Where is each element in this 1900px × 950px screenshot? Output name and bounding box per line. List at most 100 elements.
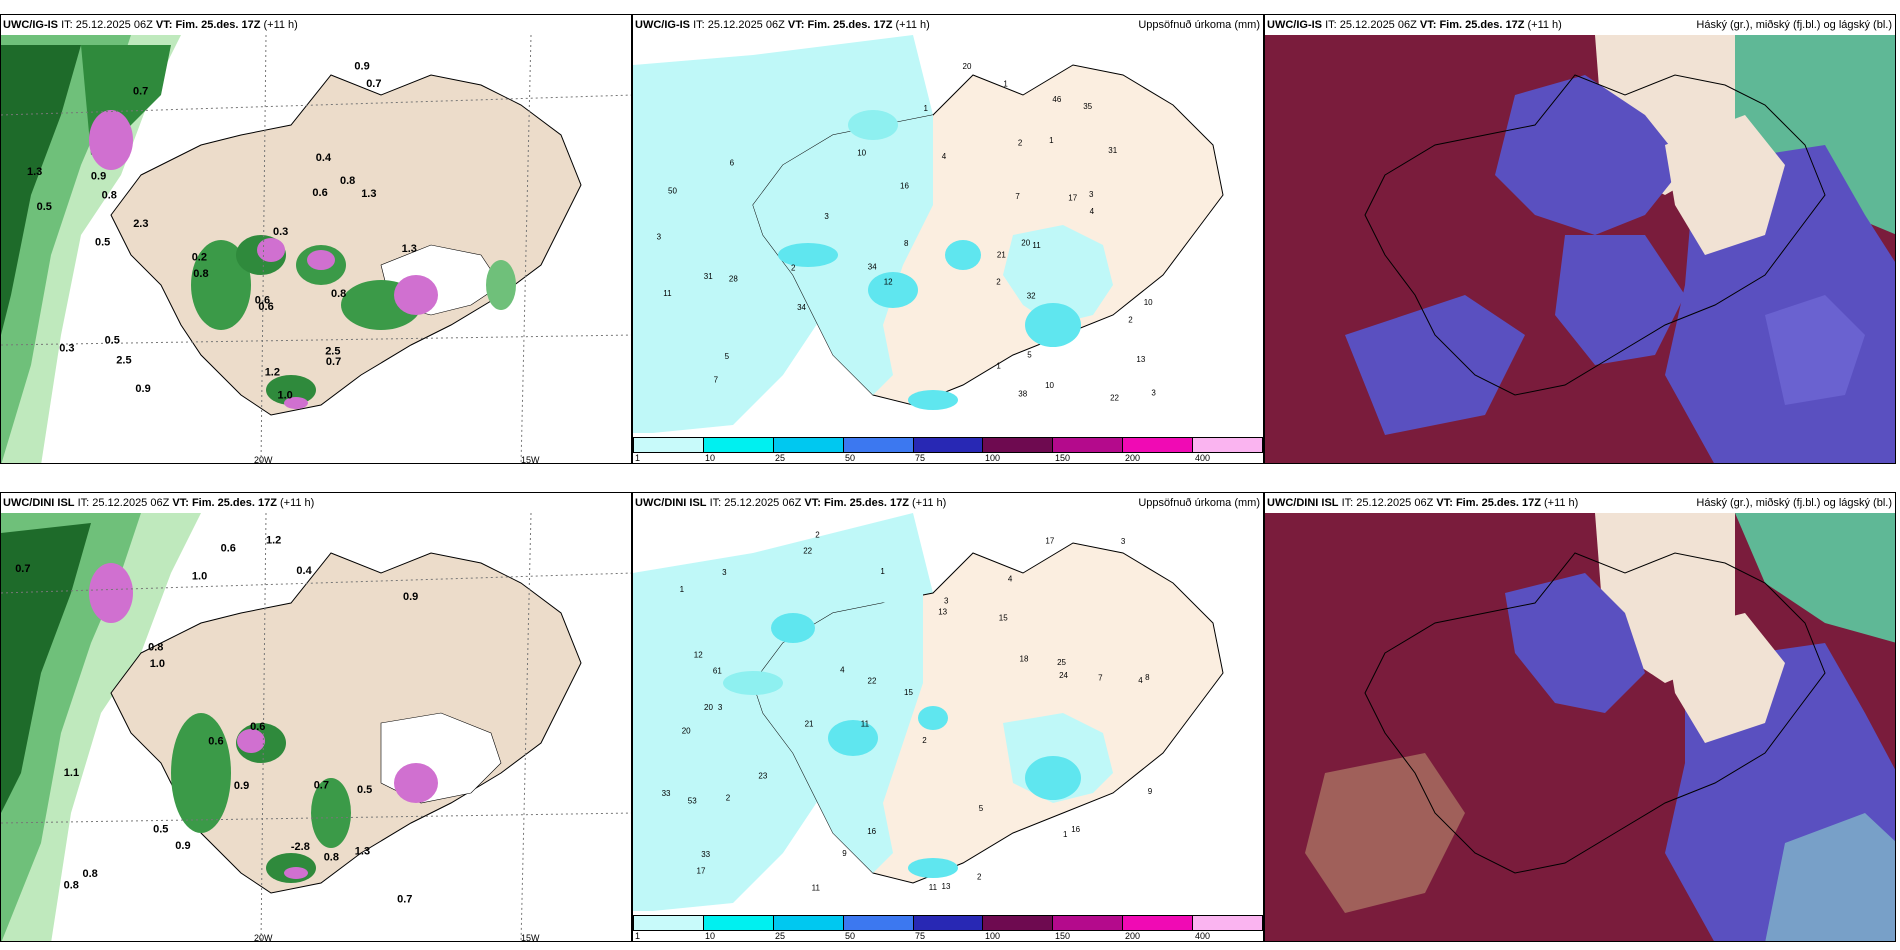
- legend-swatch: [1123, 438, 1194, 452]
- value-label: 11: [663, 289, 672, 298]
- panel-header: UWC/IG-IS IT: 25.12.2025 06Z VT: Fim. 25…: [633, 15, 1263, 35]
- temp-labels: 1.0 0.7 0.5 0.9 0.8 1.2 1.3 2.3 0.8 2.5 0.3 1.3 0.2 0…: [27, 61, 417, 402]
- legend-tick-label: 50: [845, 453, 856, 463]
- value-label: 0.8: [340, 175, 355, 187]
- value-label: 1: [880, 567, 885, 576]
- value-label: 2: [1018, 138, 1023, 147]
- value-label: 11: [812, 884, 821, 893]
- legend-tick-label: 1: [635, 453, 641, 463]
- precip-map-bottom: UWC/DINI ISL IT: 25.12.2025 06Z VT: Fim.…: [632, 492, 1264, 942]
- value-label: 28: [729, 274, 738, 283]
- value-label: 2: [996, 278, 1001, 287]
- temp-wind-map-bottom: UWC/DINI ISL IT: 25.12.2025 06Z VT: Fim.…: [0, 492, 632, 942]
- value-label: 17: [1068, 194, 1077, 203]
- value-label: 2: [791, 263, 796, 272]
- value-label: 0.9: [135, 383, 150, 395]
- legend-swatch: [1193, 438, 1263, 452]
- value-label: 16: [900, 182, 909, 191]
- value-label: 0.8: [193, 268, 208, 280]
- value-label: 1: [680, 585, 685, 594]
- legend-tick-label: 1: [635, 931, 641, 941]
- legend-tick-label: 100: [985, 931, 1001, 941]
- value-label: 11: [929, 883, 938, 892]
- value-label: 0.6: [208, 736, 223, 748]
- value-label: 6: [730, 159, 735, 168]
- value-label: 0.7: [133, 86, 148, 98]
- panel-header: UWC/DINI ISL IT: 25.12.2025 06Z VT: Fim.…: [1265, 493, 1895, 513]
- value-label: 0.3: [59, 343, 74, 355]
- value-label: 2: [726, 794, 731, 803]
- value-label: 0.3: [273, 226, 288, 238]
- value-label: 0.7: [314, 780, 329, 792]
- value-label: 0.9: [91, 170, 106, 182]
- legend-ticks: 1 10 25 50 75 100 150 200 400: [633, 931, 1263, 941]
- value-label: 0.9: [354, 61, 369, 73]
- temp-labels: 0.8 0.5 0.6 0.9 1.0 1.2 1.3 0.4 0.8 0.5 0.7 1.0 0.9 0…: [15, 535, 418, 906]
- value-label: 1.0: [278, 390, 293, 402]
- value-label: 1: [1063, 830, 1068, 839]
- value-label: 21: [805, 719, 814, 728]
- value-label: 2: [815, 531, 820, 540]
- value-label: 8: [904, 239, 909, 248]
- value-label: 4: [1090, 207, 1095, 216]
- value-label: 20: [682, 726, 691, 735]
- value-label: 1: [996, 362, 1001, 371]
- value-label: 0.6: [250, 721, 265, 733]
- value-label: 7: [714, 376, 719, 385]
- value-label: 13: [938, 607, 947, 616]
- value-label: -2.8: [291, 841, 310, 853]
- value-label: 2.5: [325, 346, 340, 358]
- value-label: 10: [1144, 298, 1153, 307]
- legend-swatch: [843, 916, 914, 930]
- value-label: 0.4: [316, 152, 332, 164]
- value-label: 2.3: [133, 218, 148, 230]
- value-label: 0.5: [357, 784, 372, 796]
- legend-tick-label: 400: [1195, 453, 1211, 463]
- value-label: 0.8: [148, 642, 163, 654]
- legend-tick-label: 75: [915, 931, 926, 941]
- value-label: 4: [1138, 676, 1143, 685]
- value-label: 33: [701, 850, 710, 859]
- legend-swatch: [913, 916, 984, 930]
- value-label: 1.3: [402, 243, 417, 255]
- value-label: 20: [1021, 238, 1030, 247]
- value-label: 7: [1015, 192, 1020, 201]
- value-label: 13: [942, 882, 951, 891]
- value-label: 32: [1027, 292, 1036, 301]
- value-label: 3: [657, 233, 662, 242]
- iceland-outline: [1364, 552, 1826, 874]
- value-label: 2: [977, 873, 982, 882]
- legend-tick-label: 200: [1125, 453, 1141, 463]
- value-label: 9: [842, 849, 847, 858]
- value-label: 22: [1110, 394, 1119, 403]
- iceland-outline: [1364, 74, 1826, 396]
- value-label: 1: [1003, 80, 1008, 89]
- legend-swatch: [1193, 916, 1263, 930]
- value-label: 61: [713, 667, 722, 676]
- map-canvas: [1265, 35, 1895, 463]
- value-label: 0.6: [255, 295, 270, 307]
- value-label: 10: [857, 149, 866, 158]
- value-label: 21: [997, 251, 1006, 260]
- value-label: 20: [963, 62, 972, 71]
- value-label: 0.8: [102, 190, 117, 202]
- lon-label-15w: 15W: [521, 455, 540, 464]
- legend-tick-label: 75: [915, 453, 926, 463]
- legend-colorbar: [633, 915, 1263, 931]
- legend-swatch: [983, 438, 1054, 452]
- precip-title: Uppsöfnuð úrkoma (mm): [1138, 497, 1260, 509]
- value-label: 0.7: [326, 356, 341, 368]
- cloud-map-bottom: UWC/DINI ISL IT: 25.12.2025 06Z VT: Fim.…: [1264, 492, 1896, 942]
- value-label: 3: [824, 212, 829, 221]
- value-label: 0.7: [397, 893, 412, 905]
- value-label: 0.6: [258, 301, 273, 313]
- legend-swatch: [773, 916, 844, 930]
- value-label: 1.3: [361, 188, 376, 200]
- legend-swatch: [703, 916, 774, 930]
- value-label: 8: [1145, 673, 1150, 682]
- value-label: 0.8: [64, 879, 79, 891]
- legend-colorbar: [633, 437, 1263, 453]
- cloud-map-top: UWC/IG-IS IT: 25.12.2025 06Z VT: Fim. 25…: [1264, 14, 1896, 464]
- value-label: 24: [1059, 671, 1068, 680]
- value-label: 46: [1052, 95, 1061, 104]
